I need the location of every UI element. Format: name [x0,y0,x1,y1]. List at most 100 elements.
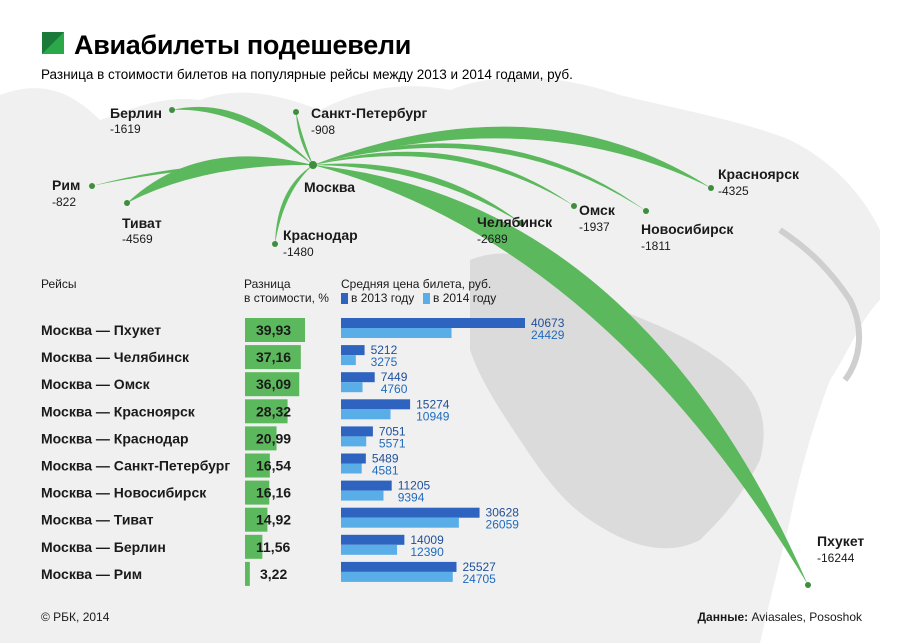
route-label: Москва — Рим [41,566,142,582]
price-bar-2014 [341,409,391,420]
price-label-2014: 10949 [416,409,450,423]
price-bar-2014 [341,382,363,393]
city-price-change: -4569 [122,232,153,246]
city-dot [708,185,714,191]
legend-label-2014: в 2014 году [433,291,496,305]
city-price-change: -908 [311,123,335,137]
data-source: Данные: Aviasales, Pososhok [698,610,863,624]
diff-percent-bar [245,372,300,397]
price-label-2014: 4760 [381,382,408,396]
city-dot [272,241,278,247]
routes-header: Рейсы [41,277,76,291]
price-label-2013: 5212 [371,343,398,357]
city-dot [169,107,175,113]
diff-percent-bar [245,453,270,478]
diff-percent-label: 14,92 [256,512,291,528]
city-name: Санкт-Петербург [311,105,428,121]
route-label: Москва — Краснодар [41,430,189,446]
price-bar-2013 [341,426,373,437]
route-label: Москва — Санкт-Петербург [41,458,230,474]
data-source-label: Данные: [698,610,749,624]
diff-percent-bar [245,507,268,532]
city-price-change: -822 [52,195,76,209]
map-background [0,77,880,643]
city-name: Рим [52,177,80,193]
price-bar-2014 [341,328,452,338]
route-label: Москва — Берлин [41,539,166,555]
diff-percent-label: 3,22 [260,566,287,582]
price-label-2014: 12390 [410,545,444,559]
price-label-2013: 14009 [410,533,444,547]
price-label-2014: 5571 [379,436,406,450]
city-price-change: -16244 [817,551,855,565]
price-bar-2014 [341,544,398,555]
diff-percent-bar [245,426,277,451]
legend-swatch-2013 [341,293,348,304]
diff-percent-label: 20,99 [256,430,291,446]
price-header: Средняя цена билета, руб. [341,277,491,291]
price-bar-2013 [341,507,480,518]
diff-percent-bar [245,480,270,505]
diff-percent-label: 16,16 [256,485,291,501]
price-bar-2013 [341,534,405,545]
price-label-2013: 7449 [381,370,408,384]
flight-arc [313,151,574,206]
diff-percent-label: 11,56 [256,539,290,555]
city-price-change: -1937 [579,220,610,234]
price-bar-2014 [341,490,384,501]
price-label-2013: 30628 [486,506,520,520]
price-bar-2014 [341,355,356,366]
flight-arc [313,163,521,223]
diff-percent-bar [245,534,263,559]
diff-percent-label: 16,54 [256,458,291,474]
flight-arc [127,156,313,203]
city-name: Тиват [122,215,162,231]
city-dot [643,208,649,214]
price-label-2013: 40673 [531,316,565,330]
price-label-2014: 26059 [486,518,520,532]
flight-arcs [92,106,808,585]
diff-percent-label: 39,93 [256,322,291,338]
price-label-2013: 11205 [398,479,431,493]
flight-arc [275,165,313,244]
city-price-change: -2689 [477,232,508,246]
city-dot [571,203,577,209]
page-title: Авиабилеты подешевели [74,30,411,60]
price-bar-2013 [341,399,411,410]
city-dot [805,582,811,588]
copyright: © РБК, 2014 [41,610,110,624]
city-name: Челябинск [477,214,553,230]
price-label-2014: 24705 [462,572,496,586]
city-name: Новосибирск [641,221,734,237]
hub-dot [309,161,317,169]
price-label-2014: 3275 [371,355,398,369]
city-name: Красноярск [718,166,800,182]
city-labels: Берлин-1619 Санкт-Петербург -908 Рим -822 Тив… [52,105,864,588]
price-label-2013: 7051 [379,424,406,438]
logo-icon [42,32,64,54]
price-bar-2013 [341,480,392,491]
city-price-change: -1811 [641,239,671,253]
city-name: Пхукет [817,533,864,549]
city-price-change: -1619 [110,122,141,136]
diff-percent-label: 37,16 [256,349,291,365]
flight-arc [172,106,313,165]
diff-percent-bar [245,399,288,424]
city-dot [89,183,95,189]
city-name: Краснодар [283,227,358,243]
price-bar-2013 [341,345,365,356]
route-label: Москва — Новосибирск [41,485,207,501]
price-bar-2014 [341,463,362,474]
city-dot [518,220,524,226]
price-bar-2014 [341,436,367,447]
price-label-2013: 25527 [462,560,496,574]
city-price-change: -4325 [718,184,749,198]
